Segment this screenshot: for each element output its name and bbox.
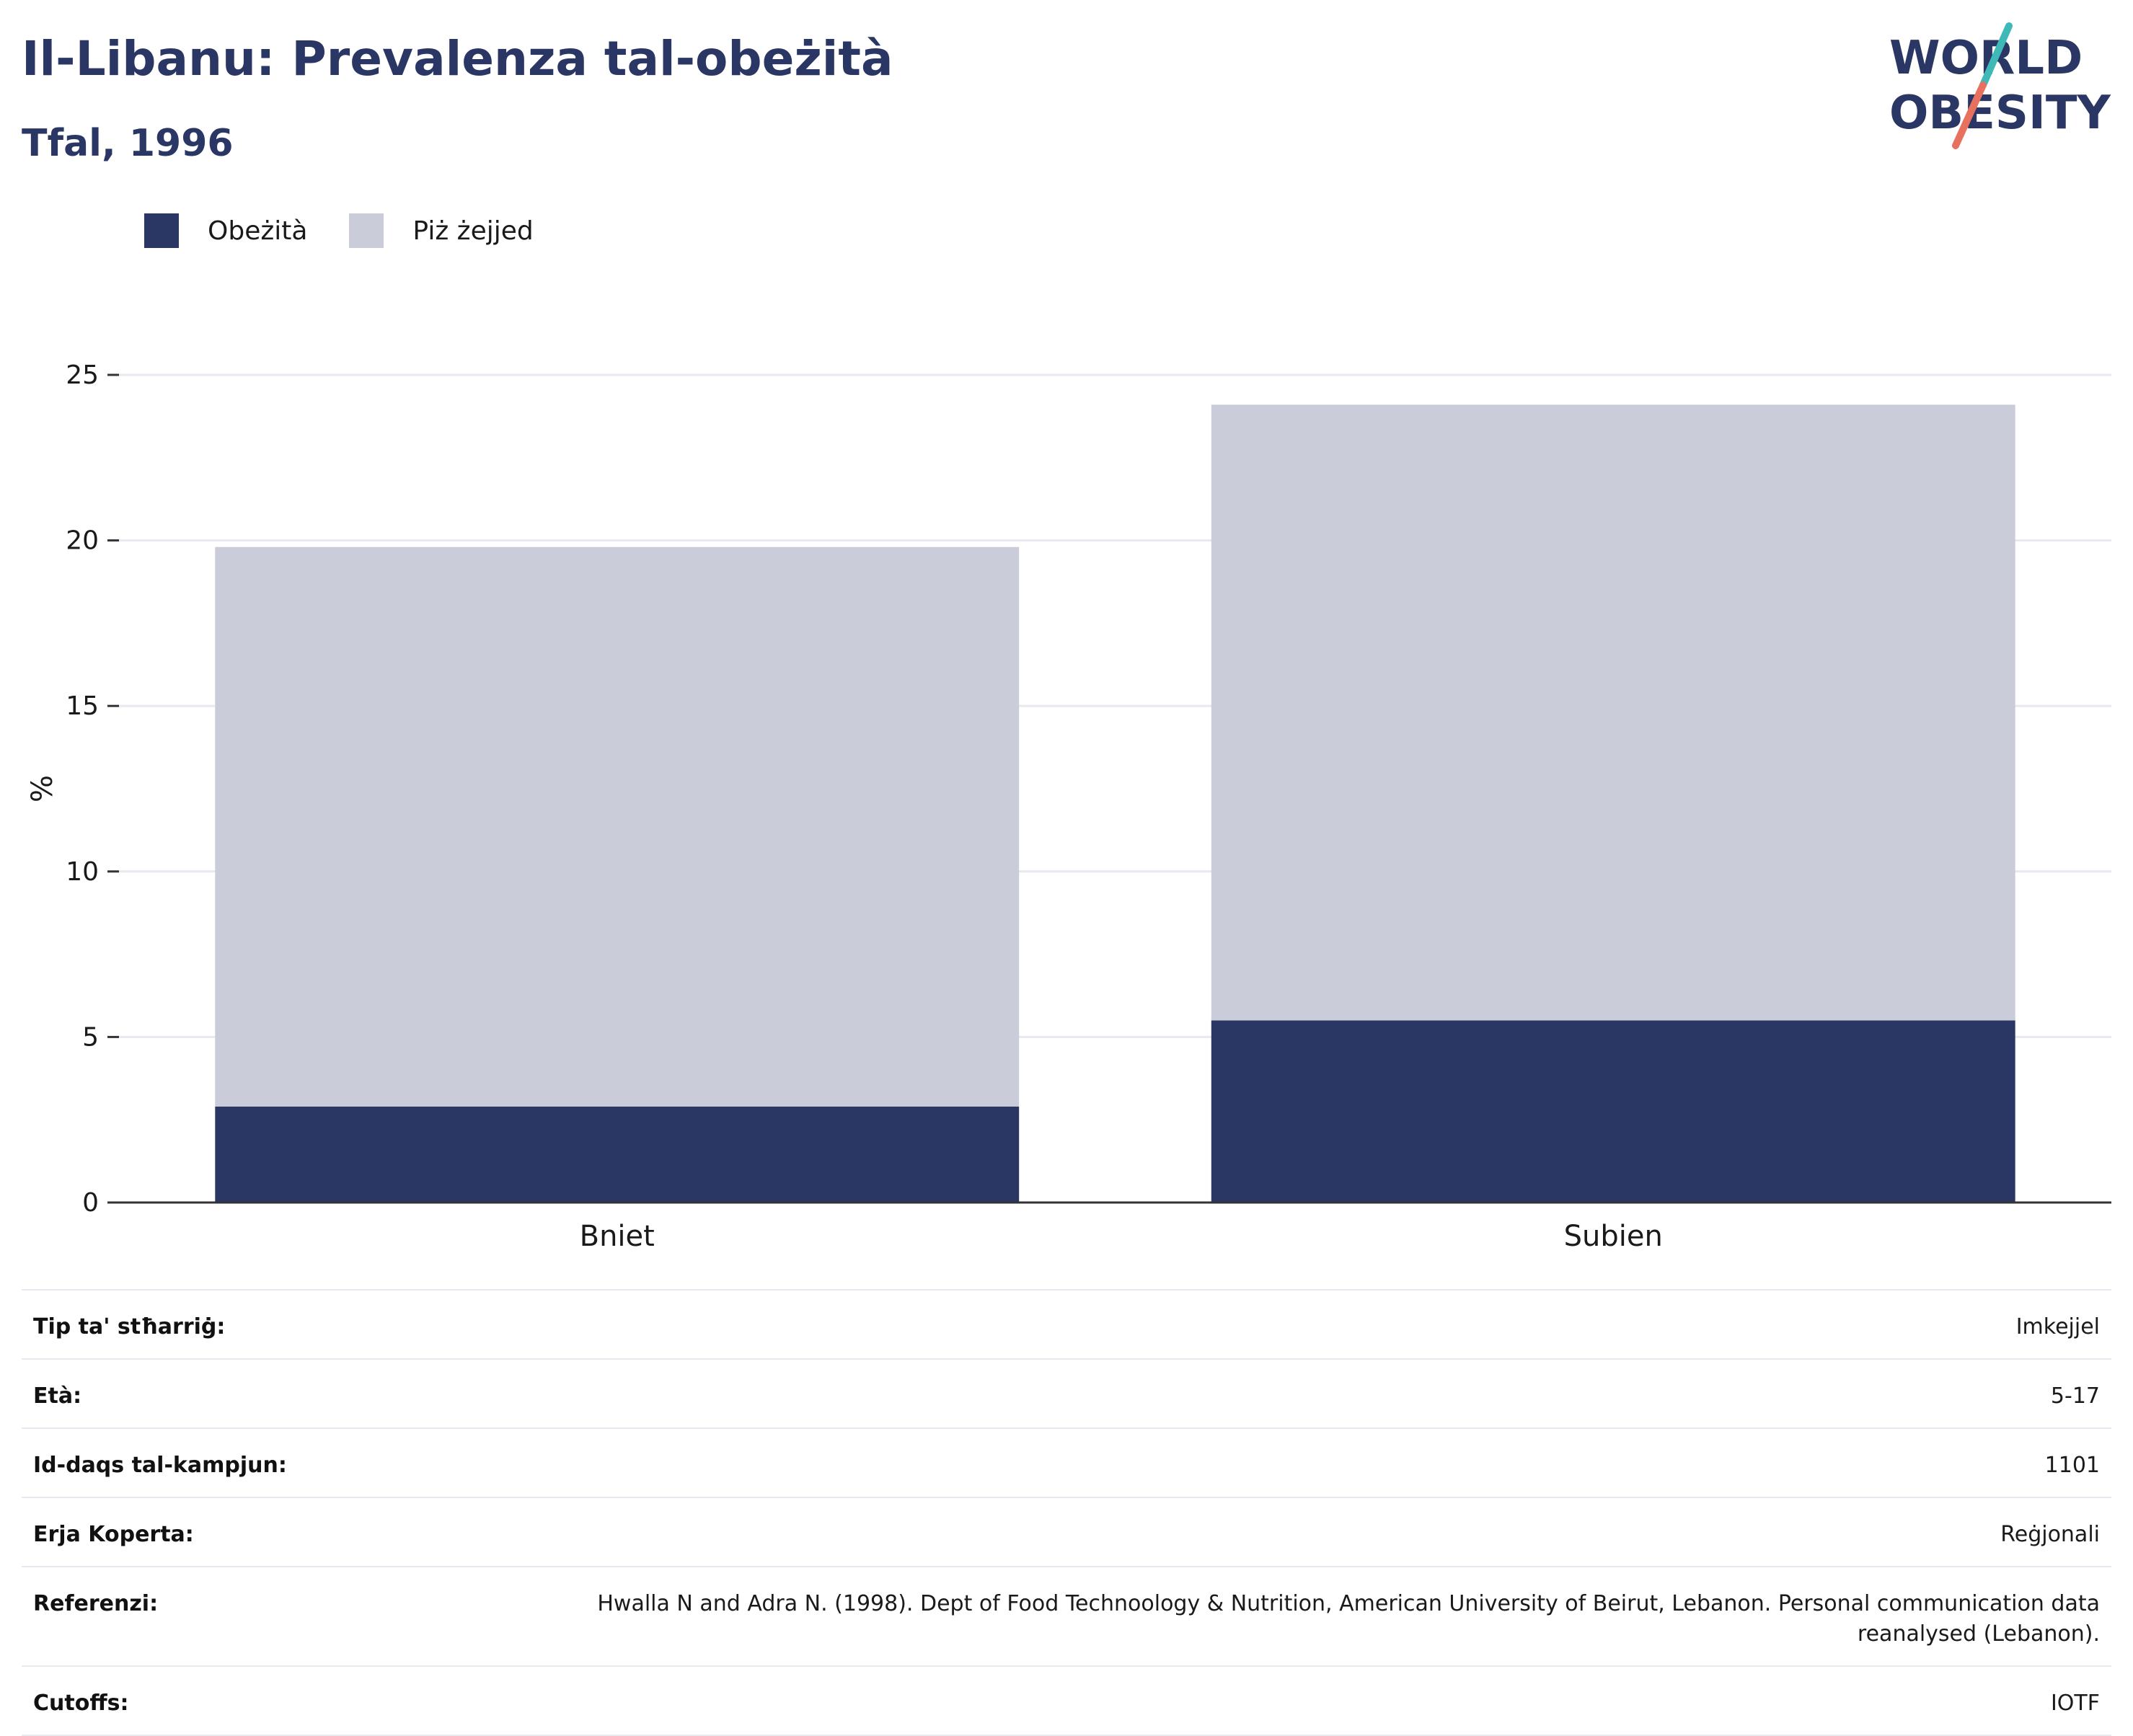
- bar-obesity-bniet: [215, 1106, 1020, 1203]
- world-obesity-logo: WORLD OBESITY: [1889, 22, 2111, 149]
- y-tick-label: 25: [66, 360, 99, 390]
- meta-value: Reġjonali: [2000, 1522, 2100, 1547]
- meta-key: Tip ta' stħarriġ:: [33, 1314, 226, 1339]
- y-tick-label: 5: [82, 1022, 99, 1052]
- legend-item-overweight[interactable]: Piż żejjed: [349, 213, 534, 248]
- logo-text-obesity: OBESITY: [1889, 87, 2111, 140]
- x-tick-label: Subien: [1564, 1220, 1663, 1253]
- metadata-table: Tip ta' stħarriġ: Imkejjel Età: 5-17 Id-…: [22, 1289, 2111, 1736]
- meta-row-survey-type: Tip ta' stħarriġ: Imkejjel: [22, 1290, 2111, 1360]
- meta-key: Id-daqs tal-kampjun:: [33, 1453, 287, 1478]
- y-tick-label: 20: [66, 526, 99, 556]
- y-tick-label: 10: [66, 857, 99, 887]
- meta-row-cutoffs: Cutoffs: IOTF: [22, 1667, 2111, 1736]
- meta-key: Età:: [33, 1383, 82, 1409]
- legend-item-obesity[interactable]: Obeżità: [144, 213, 307, 248]
- meta-key: Cutoffs:: [33, 1691, 129, 1716]
- chart-subtitle: Tfal, 1996: [22, 122, 234, 165]
- legend-swatch-obesity: [144, 213, 179, 248]
- bar-obesity-subien: [1211, 1020, 2015, 1203]
- meta-row-references: Referenzi: Hwalla N and Adra N. (1998). …: [22, 1567, 2111, 1667]
- meta-value: IOTF: [2050, 1691, 2100, 1716]
- meta-value: 1101: [2044, 1453, 2100, 1478]
- meta-row-age: Età: 5-17: [22, 1360, 2111, 1429]
- meta-key: Erja Koperta:: [33, 1522, 194, 1547]
- logo-slash-top: [1979, 22, 2013, 89]
- legend-label-obesity: Obeżità: [208, 216, 308, 246]
- chart-title: Il-Libanu: Prevalenza tal-obeżità: [22, 31, 893, 87]
- bar-overweight-bniet: [215, 546, 1020, 1107]
- y-tick-label: 15: [66, 691, 99, 721]
- chart-legend: Obeżità Piż żejjed: [144, 213, 575, 248]
- y-axis-label: %: [26, 775, 59, 802]
- x-tick-label: Bniet: [580, 1220, 655, 1253]
- meta-value: Imkejjel: [2015, 1314, 2100, 1339]
- meta-key: Referenzi:: [33, 1591, 159, 1616]
- meta-row-sample-size: Id-daqs tal-kampjun: 1101: [22, 1429, 2111, 1498]
- y-tick-label: 0: [82, 1188, 99, 1218]
- meta-value: Hwalla N and Adra N. (1998). Dept of Foo…: [597, 1591, 2100, 1647]
- logo-slash-bottom: [1952, 81, 1987, 149]
- meta-row-area: Erja Koperta: Reġjonali: [22, 1498, 2111, 1567]
- legend-label-overweight: Piż żejjed: [412, 216, 534, 246]
- legend-swatch-overweight: [349, 213, 384, 248]
- bar-chart: 0 5 10 15 20 25% Bniet Subien: [26, 360, 2111, 1253]
- bar-overweight-subien: [1211, 404, 2015, 1021]
- meta-value: 5-17: [2050, 1383, 2100, 1409]
